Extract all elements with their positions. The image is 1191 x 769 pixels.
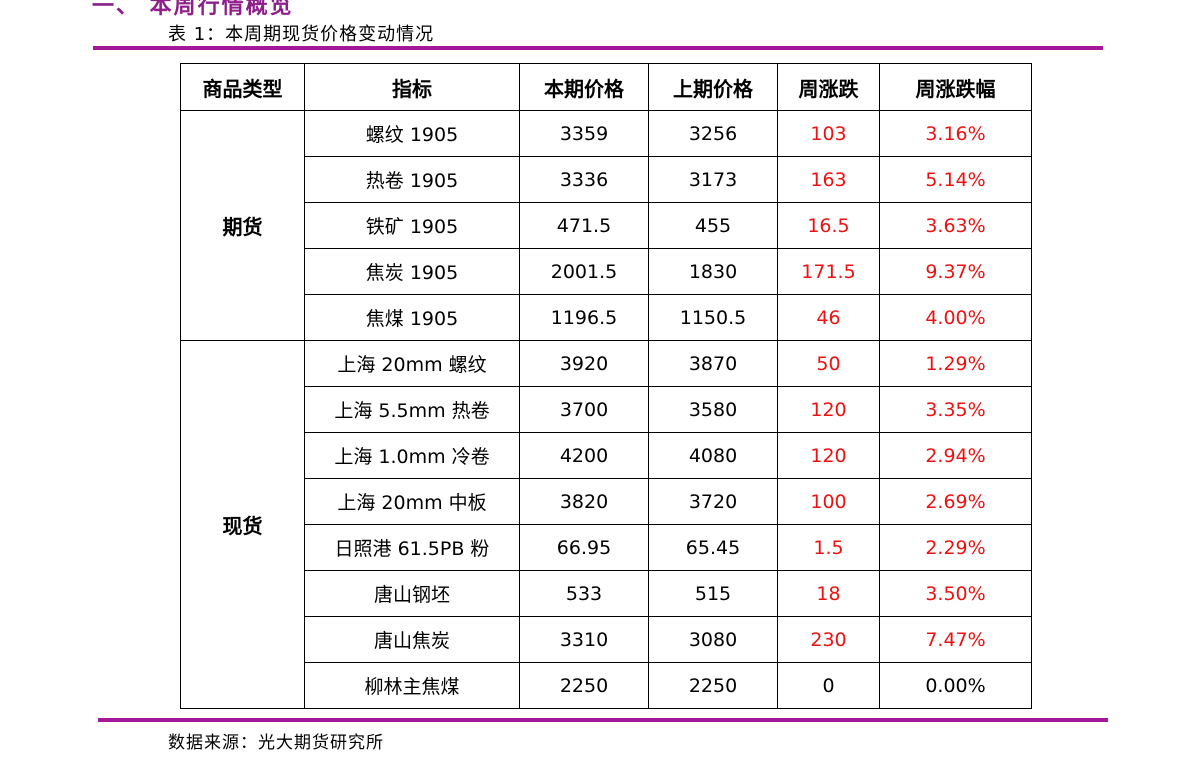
weekly-change-cell: 120 (777, 432, 880, 479)
weekly-change-cell: 0 (777, 662, 880, 709)
current-price-cell: 3310 (519, 616, 649, 663)
table-row: 上海 5.5mm 热卷 3700 3580 120 3.35% (181, 386, 1032, 433)
weekly-change-cell: 50 (777, 340, 880, 387)
weekly-change-pct-cell: 2.69% (879, 478, 1032, 525)
previous-price-cell: 1830 (648, 248, 778, 295)
current-price-cell: 66.95 (519, 524, 649, 571)
indicator-cell: 唐山钢坯 (304, 570, 520, 617)
indicator-cell: 焦炭 1905 (304, 248, 520, 295)
table-body: 期货 螺纹 1905 3359 3256 103 3.16% 热卷 1905 3336 3173… (180, 110, 1032, 709)
top-divider (93, 46, 1103, 50)
indicator-cell: 焦煤 1905 (304, 294, 520, 341)
weekly-change-cell: 16.5 (777, 202, 880, 249)
current-price-cell: 533 (519, 570, 649, 617)
weekly-change-cell: 171.5 (777, 248, 880, 295)
section-heading: 一、 本周行情概览 (92, 0, 294, 19)
data-source-note: 数据来源：光大期货研究所 (168, 733, 384, 753)
table-row: 上海 1.0mm 冷卷 4200 4080 120 2.94% (181, 432, 1032, 479)
header-weekly-change-pct: 周涨跌幅 (879, 63, 1032, 111)
current-price-cell: 3920 (519, 340, 649, 387)
current-price-cell: 3700 (519, 386, 649, 433)
previous-price-cell: 3256 (648, 110, 778, 157)
weekly-change-cell: 230 (777, 616, 880, 663)
weekly-change-pct-cell: 3.63% (879, 202, 1032, 249)
weekly-change-pct-cell: 2.94% (879, 432, 1032, 479)
previous-price-cell: 3870 (648, 340, 778, 387)
table-row: 上海 20mm 中板 3820 3720 100 2.69% (181, 478, 1032, 525)
indicator-cell: 上海 1.0mm 冷卷 (304, 432, 520, 479)
header-weekly-change: 周涨跌 (777, 63, 880, 111)
current-price-cell: 4200 (519, 432, 649, 479)
table-row: 柳林主焦煤 2250 2250 0 0.00% (181, 662, 1032, 709)
header-current-price: 本期价格 (519, 63, 649, 111)
indicator-cell: 螺纹 1905 (304, 110, 520, 157)
weekly-change-cell: 1.5 (777, 524, 880, 571)
current-price-cell: 3359 (519, 110, 649, 157)
indicator-cell: 热卷 1905 (304, 156, 520, 203)
indicator-cell: 唐山焦炭 (304, 616, 520, 663)
table-row: 唐山钢坯 533 515 18 3.50% (181, 570, 1032, 617)
table-row: 铁矿 1905 471.5 455 16.5 3.63% (181, 202, 1032, 249)
weekly-change-cell: 46 (777, 294, 880, 341)
weekly-change-cell: 163 (777, 156, 880, 203)
indicator-cell: 上海 20mm 螺纹 (304, 340, 520, 387)
previous-price-cell: 455 (648, 202, 778, 249)
current-price-cell: 2001.5 (519, 248, 649, 295)
indicator-cell: 柳林主焦煤 (304, 662, 520, 709)
header-indicator: 指标 (304, 63, 520, 111)
previous-price-cell: 1150.5 (648, 294, 778, 341)
weekly-change-cell: 18 (777, 570, 880, 617)
table-row: 现货 上海 20mm 螺纹 3920 3870 50 1.29% (180, 340, 1032, 709)
previous-price-cell: 3173 (648, 156, 778, 203)
table-row: 焦煤 1905 1196.5 1150.5 46 4.00% (181, 294, 1032, 341)
weekly-change-pct-cell: 9.37% (879, 248, 1032, 295)
commodity-type-cell: 期货 (180, 110, 305, 341)
weekly-change-pct-cell: 4.00% (879, 294, 1032, 341)
previous-price-cell: 3080 (648, 616, 778, 663)
previous-price-cell: 3720 (648, 478, 778, 525)
previous-price-cell: 3580 (648, 386, 778, 433)
table-row: 日照港 61.5PB 粉 66.95 65.45 1.5 2.29% (181, 524, 1032, 571)
weekly-change-cell: 103 (777, 110, 880, 157)
indicator-cell: 铁矿 1905 (304, 202, 520, 249)
weekly-change-pct-cell: 7.47% (879, 616, 1032, 663)
current-price-cell: 3336 (519, 156, 649, 203)
table-row: 焦炭 1905 2001.5 1830 171.5 9.37% (181, 248, 1032, 295)
weekly-change-cell: 100 (777, 478, 880, 525)
table-row: 唐山焦炭 3310 3080 230 7.47% (181, 616, 1032, 663)
table-row: 期货 螺纹 1905 3359 3256 103 3.16% (180, 110, 1032, 341)
commodity-type-cell: 现货 (180, 340, 305, 709)
current-price-cell: 1196.5 (519, 294, 649, 341)
weekly-change-pct-cell: 1.29% (879, 340, 1032, 387)
bottom-divider (98, 718, 1108, 722)
indicator-cell: 上海 20mm 中板 (304, 478, 520, 525)
weekly-change-cell: 120 (777, 386, 880, 433)
weekly-change-pct-cell: 5.14% (879, 156, 1032, 203)
weekly-change-pct-cell: 3.50% (879, 570, 1032, 617)
current-price-cell: 3820 (519, 478, 649, 525)
indicator-cell: 上海 5.5mm 热卷 (304, 386, 520, 433)
current-price-cell: 471.5 (519, 202, 649, 249)
table-row: 热卷 1905 3336 3173 163 5.14% (181, 156, 1032, 203)
indicator-cell: 日照港 61.5PB 粉 (304, 524, 520, 571)
weekly-change-pct-cell: 3.35% (879, 386, 1032, 433)
weekly-change-pct-cell: 2.29% (879, 524, 1032, 571)
header-commodity-type: 商品类型 (180, 63, 305, 111)
weekly-change-pct-cell: 0.00% (879, 662, 1032, 709)
table-header-row: 商品类型 指标 本期价格 上期价格 周涨跌 周涨跌幅 (180, 63, 1032, 111)
previous-price-cell: 4080 (648, 432, 778, 479)
table-caption: 表 1：本周期现货价格变动情况 (168, 24, 435, 45)
header-previous-price: 上期价格 (648, 63, 778, 111)
previous-price-cell: 515 (648, 570, 778, 617)
previous-price-cell: 65.45 (648, 524, 778, 571)
current-price-cell: 2250 (519, 662, 649, 709)
price-change-table: 商品类型 指标 本期价格 上期价格 周涨跌 周涨跌幅 期货 螺纹 1905 3359… (180, 63, 1032, 709)
weekly-change-pct-cell: 3.16% (879, 110, 1032, 157)
previous-price-cell: 2250 (648, 662, 778, 709)
